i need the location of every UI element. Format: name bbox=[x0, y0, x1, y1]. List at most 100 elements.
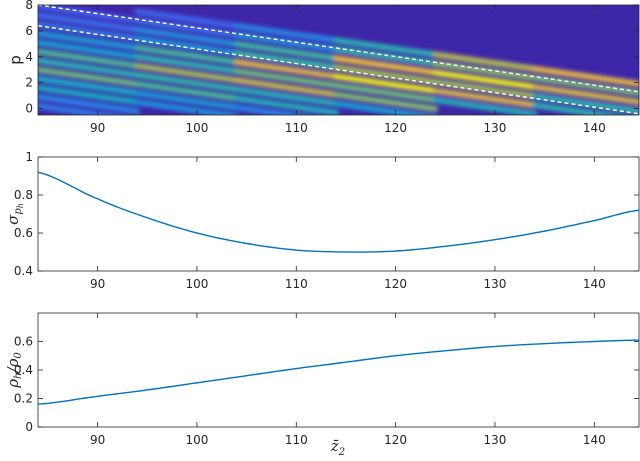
heatmap-stripe-segment bbox=[333, 55, 439, 76]
x-tick-label: 90 bbox=[90, 121, 105, 135]
y-tick-label: 0.2 bbox=[14, 392, 33, 406]
y-tick-label: 8 bbox=[25, 0, 33, 12]
heatmap-stripe-segment bbox=[134, 99, 239, 115]
heatmap-stripe-segment bbox=[38, 30, 141, 51]
heatmap-x-ticks: 90 100 110 120 130 140 bbox=[90, 5, 606, 135]
x-tick-label: 140 bbox=[583, 433, 606, 447]
heatmap-stripe-segment bbox=[233, 23, 339, 43]
y-tick-label: 1 bbox=[25, 150, 33, 164]
heatmap-stripe-segment bbox=[432, 51, 538, 72]
heatmap-stripe-segment bbox=[531, 102, 623, 115]
heatmap-stripe-segment bbox=[38, 57, 141, 78]
heatmap-stripe-segment bbox=[233, 59, 339, 80]
heatmap-stripe-segment bbox=[134, 26, 240, 47]
heatmap-stripe-segment bbox=[333, 46, 439, 67]
x-tick-label: 130 bbox=[484, 433, 507, 447]
rho-y-axis-title: ρh/ρ0 bbox=[4, 352, 24, 389]
heatmap-dashed-line bbox=[38, 5, 639, 93]
rho-panel: 0 0.2 0.4 0.6 90 100 110 120 130 140 ρh/ρ0 z̄2 bbox=[4, 312, 640, 458]
heatmap-stripe-segment bbox=[134, 54, 240, 74]
y-tick-label: 6 bbox=[25, 24, 33, 38]
sigma-axes-box bbox=[37, 156, 640, 272]
heatmap-stripe-segment bbox=[38, 48, 141, 69]
sigma-y-axis-title: σph bbox=[4, 203, 25, 225]
heatmap-axes-box bbox=[37, 4, 640, 116]
heatmap-stripe-segment bbox=[134, 17, 240, 38]
heatmap-stripe-segment bbox=[432, 97, 538, 115]
heatmap-y-axis-title: p bbox=[7, 55, 25, 65]
heatmap-stripe-segment bbox=[531, 93, 639, 114]
heatmap-stripe-segment bbox=[333, 82, 439, 103]
heatmap-stripe-segment bbox=[38, 94, 141, 114]
heatmap-stripe-segment bbox=[432, 69, 538, 90]
y-tick-label: 0.4 bbox=[14, 363, 33, 377]
y-tick-label: 0.6 bbox=[14, 226, 33, 240]
sigma-panel: 0.4 0.6 0.8 1 90 100 110 120 130 140 σph bbox=[4, 150, 640, 291]
x-tick-label: 140 bbox=[583, 121, 606, 135]
heatmap-stripe-segment bbox=[38, 66, 141, 87]
heatmap-stripe-segment bbox=[333, 91, 439, 112]
y-tick-label: 0 bbox=[25, 102, 33, 116]
heatmap-stripe-segment bbox=[531, 75, 639, 96]
x-tick-label: 130 bbox=[484, 121, 507, 135]
x-tick-label: 110 bbox=[285, 277, 308, 291]
rho-axes-box bbox=[37, 312, 640, 428]
heatmap-stripe-segment bbox=[333, 37, 439, 58]
x-tick-label: 90 bbox=[90, 433, 105, 447]
x-tick-label: 100 bbox=[185, 433, 208, 447]
heatmap-stripes bbox=[38, 5, 639, 115]
heatmap-stripe-segment bbox=[134, 81, 240, 102]
x-tick-label: 110 bbox=[285, 433, 308, 447]
heatmap-stripe-segment bbox=[134, 45, 240, 65]
heatmap-stripe-segment bbox=[432, 88, 538, 108]
x-tick-label: 120 bbox=[384, 121, 407, 135]
x-tick-label: 90 bbox=[90, 277, 105, 291]
y-tick-label: 0.8 bbox=[14, 188, 33, 202]
heatmap-stripe-segment bbox=[233, 32, 339, 53]
x-tick-label: 120 bbox=[384, 433, 407, 447]
rho-line bbox=[37, 339, 640, 405]
heatmap-stripe-segment bbox=[38, 103, 121, 115]
heatmap-stripe-segment bbox=[432, 78, 538, 99]
y-tick-label: 0.6 bbox=[14, 335, 33, 349]
heatmap-stripe-segment bbox=[38, 21, 141, 42]
heatmap-stripe-segment bbox=[134, 90, 240, 111]
heatmap-stripe-segment bbox=[233, 50, 339, 71]
heatmap-stripe-segment bbox=[134, 72, 240, 93]
rho-x-ticks: 90 100 110 120 130 140 bbox=[90, 313, 606, 447]
rho-y-ticks: 0 0.2 0.4 0.6 bbox=[14, 335, 639, 434]
x-tick-label: 110 bbox=[285, 121, 308, 135]
x-tick-label: 120 bbox=[384, 277, 407, 291]
x-tick-label: 140 bbox=[583, 277, 606, 291]
heatmap-stripe-segment bbox=[233, 104, 309, 115]
heatmap-stripe-segment bbox=[38, 85, 141, 105]
sigma-x-ticks: 90 100 110 120 130 140 bbox=[90, 157, 606, 291]
y-tick-label: 2 bbox=[25, 76, 33, 90]
sigma-y-ticks: 0.4 0.6 0.8 1 bbox=[14, 150, 639, 278]
x-tick-label: 100 bbox=[185, 277, 208, 291]
heatmap-stripe-segment bbox=[233, 95, 339, 115]
heatmap-stripe-segment bbox=[233, 77, 339, 98]
heatmap-stripe-segment bbox=[531, 84, 639, 105]
x-tick-label: 130 bbox=[484, 277, 507, 291]
heatmap-stripe-segment bbox=[134, 63, 240, 84]
heatmap-stripe-segment bbox=[333, 64, 439, 85]
x-axis-title: z̄2 bbox=[330, 437, 345, 458]
heatmap-stripe-segment bbox=[38, 12, 141, 33]
heatmap-stripe-segment bbox=[531, 66, 639, 87]
heatmap-stripe-segment bbox=[432, 60, 538, 81]
y-tick-label: 4 bbox=[25, 50, 33, 64]
heatmap-stripe-segment bbox=[134, 8, 240, 29]
heatmap-stripe-segment bbox=[233, 41, 339, 62]
heatmap-stripe-segment bbox=[233, 86, 339, 107]
heatmap-stripe-segment bbox=[38, 76, 141, 96]
heatmap-dashed-line bbox=[38, 25, 639, 115]
y-tick-label: 0 bbox=[25, 420, 33, 434]
heatmap-stripe-segment bbox=[333, 73, 439, 94]
heatmap-stripe-segment bbox=[333, 100, 435, 115]
heatmap-stripe-segment bbox=[134, 35, 240, 56]
heatmap-stripe-segment bbox=[38, 39, 141, 60]
heatmap-dashed-lines bbox=[38, 5, 639, 115]
heatmap-stripe-segment bbox=[38, 5, 141, 24]
